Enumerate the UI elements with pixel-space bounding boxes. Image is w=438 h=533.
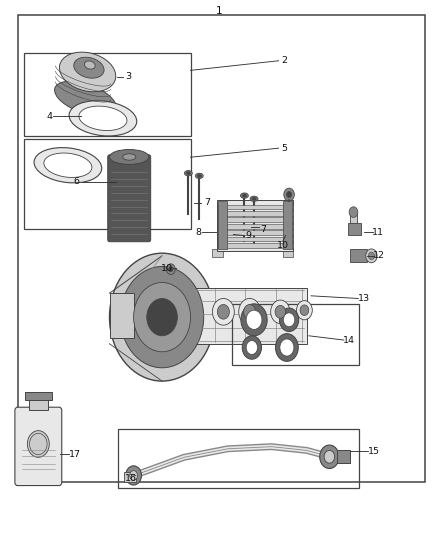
Ellipse shape bbox=[184, 171, 192, 176]
Ellipse shape bbox=[195, 173, 203, 179]
Bar bbox=[24, 139, 191, 229]
Bar bbox=[18, 15, 425, 482]
Bar bbox=[218, 201, 227, 249]
Text: 9: 9 bbox=[246, 231, 252, 240]
Bar bbox=[350, 249, 367, 262]
Text: 2: 2 bbox=[281, 56, 287, 65]
Ellipse shape bbox=[197, 174, 201, 177]
Bar bbox=[218, 243, 293, 248]
Text: 14: 14 bbox=[343, 336, 355, 344]
Ellipse shape bbox=[123, 154, 136, 160]
Bar bbox=[218, 230, 293, 235]
Circle shape bbox=[147, 298, 177, 336]
Circle shape bbox=[286, 191, 292, 198]
Circle shape bbox=[217, 304, 230, 319]
Ellipse shape bbox=[242, 194, 247, 197]
Text: 1: 1 bbox=[215, 6, 223, 16]
Text: 6: 6 bbox=[74, 177, 80, 185]
Ellipse shape bbox=[110, 150, 149, 164]
Bar bbox=[124, 472, 136, 482]
Text: 4: 4 bbox=[46, 112, 52, 120]
Circle shape bbox=[169, 266, 173, 272]
Text: 7: 7 bbox=[261, 225, 267, 233]
Circle shape bbox=[126, 466, 141, 485]
Bar bbox=[218, 224, 293, 229]
Circle shape bbox=[130, 471, 138, 480]
Circle shape bbox=[283, 313, 295, 327]
Circle shape bbox=[366, 249, 377, 263]
Circle shape bbox=[212, 298, 234, 325]
Text: 13: 13 bbox=[357, 294, 370, 303]
Circle shape bbox=[239, 298, 261, 325]
Bar bbox=[110, 293, 134, 338]
Ellipse shape bbox=[44, 153, 92, 177]
Text: 10: 10 bbox=[161, 264, 173, 272]
Bar bbox=[232, 304, 359, 365]
FancyBboxPatch shape bbox=[108, 155, 151, 242]
Bar bbox=[283, 249, 293, 257]
Bar bbox=[218, 237, 293, 241]
Ellipse shape bbox=[85, 61, 95, 69]
Circle shape bbox=[300, 305, 309, 316]
Circle shape bbox=[241, 304, 267, 336]
Ellipse shape bbox=[34, 148, 102, 183]
Bar bbox=[158, 288, 307, 344]
Text: 8: 8 bbox=[195, 228, 201, 237]
Circle shape bbox=[246, 341, 258, 354]
Circle shape bbox=[134, 282, 191, 352]
Bar bbox=[24, 53, 191, 136]
Circle shape bbox=[242, 336, 261, 359]
Text: 3: 3 bbox=[125, 72, 131, 81]
Bar bbox=[218, 211, 293, 216]
Text: 16: 16 bbox=[125, 474, 138, 483]
Text: 7: 7 bbox=[204, 198, 210, 207]
Circle shape bbox=[297, 301, 312, 320]
Bar bbox=[350, 212, 357, 223]
Text: 10: 10 bbox=[277, 241, 289, 249]
Circle shape bbox=[320, 445, 339, 469]
Ellipse shape bbox=[55, 81, 116, 116]
Bar bbox=[118, 429, 359, 488]
Bar bbox=[218, 205, 293, 209]
Bar bbox=[217, 200, 293, 251]
Circle shape bbox=[244, 304, 256, 319]
Circle shape bbox=[349, 207, 358, 217]
Bar bbox=[25, 392, 52, 400]
Circle shape bbox=[110, 253, 215, 381]
Circle shape bbox=[276, 334, 298, 361]
Circle shape bbox=[275, 305, 286, 318]
Circle shape bbox=[166, 264, 175, 274]
Circle shape bbox=[324, 450, 335, 463]
Circle shape bbox=[120, 266, 204, 368]
Bar bbox=[348, 223, 361, 235]
Ellipse shape bbox=[74, 57, 104, 78]
Bar bbox=[218, 217, 293, 222]
Text: 11: 11 bbox=[371, 228, 384, 237]
Circle shape bbox=[271, 300, 290, 324]
Bar bbox=[337, 450, 350, 463]
Text: 12: 12 bbox=[373, 252, 385, 260]
Ellipse shape bbox=[79, 106, 127, 131]
Ellipse shape bbox=[252, 197, 256, 200]
Bar bbox=[29, 400, 48, 410]
Text: 5: 5 bbox=[281, 144, 287, 152]
Ellipse shape bbox=[240, 193, 248, 198]
Circle shape bbox=[284, 188, 294, 201]
Circle shape bbox=[27, 431, 49, 457]
Ellipse shape bbox=[250, 196, 258, 201]
Circle shape bbox=[279, 308, 299, 332]
Circle shape bbox=[368, 252, 374, 260]
Circle shape bbox=[280, 339, 294, 356]
Ellipse shape bbox=[69, 101, 137, 136]
Bar bbox=[283, 201, 292, 249]
Circle shape bbox=[246, 310, 262, 329]
FancyBboxPatch shape bbox=[15, 407, 62, 486]
Ellipse shape bbox=[60, 52, 116, 92]
Text: 17: 17 bbox=[68, 450, 81, 458]
Text: 15: 15 bbox=[367, 447, 380, 456]
Ellipse shape bbox=[186, 172, 191, 175]
Bar bbox=[212, 249, 223, 257]
